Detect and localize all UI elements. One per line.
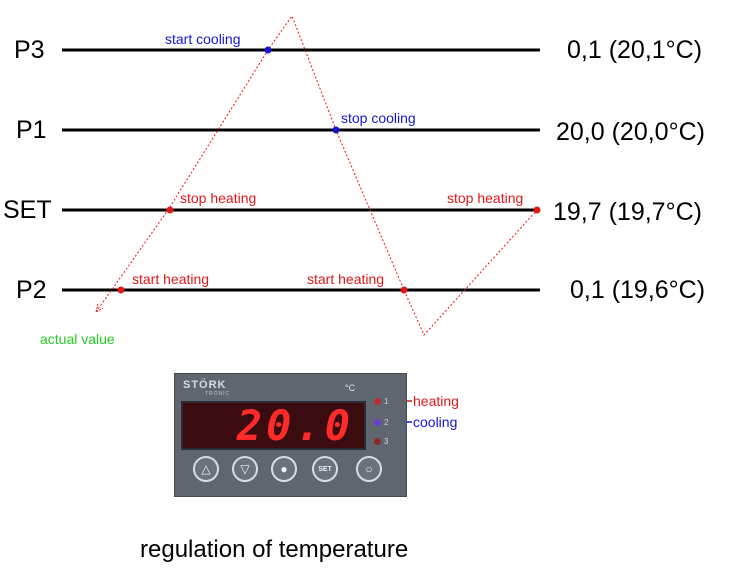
row-value-p2: 0,1 (19,6°C) [570,276,706,304]
actual-value-arrow [95,303,104,314]
label-start-heating-left: start heating [132,271,210,287]
row-name-p3: P3 [14,36,45,64]
actual-value-curve [95,14,538,336]
label-actual-value: actual value [40,331,115,347]
row-name-set: SET [3,196,52,224]
label-stop-heating-right: stop heating [447,190,524,206]
point-start-heating-right [400,286,408,294]
device-unit: °C [345,383,356,393]
temperature-controller: STÖRK TRONIC °C 20.0 1 2 3 △ ▽ ● SET ○ [174,373,407,497]
up-button[interactable]: △ [193,456,219,482]
point-stop-heating-right [533,206,541,214]
device-brand-sub: TRONIC [205,391,231,397]
power-button[interactable]: ○ [356,456,382,482]
point-start-heating-left [117,286,125,294]
led-number-2: 2 [384,418,389,427]
row-value-p1: 20,0 (20,0°C) [556,118,705,146]
point-stop-cooling [332,126,340,134]
down-button[interactable]: ▽ [232,456,258,482]
device-display: 20.0 [181,401,366,450]
point-stop-heating-left [166,206,174,214]
diagram-caption: regulation of temperature [140,536,409,563]
label-cooling-led: cooling [413,414,458,430]
label-start-cooling: start cooling [165,31,241,47]
label-start-heating-right: start heating [307,271,385,287]
label-heating-led: heating [413,393,459,409]
led-cooling [374,419,381,426]
point-start-cooling [264,46,272,54]
row-value-p3: 0,1 (20,1°C) [567,36,703,64]
device-readout: 20.0 [236,401,354,450]
center-button[interactable]: ● [271,456,297,482]
row-value-set: 19,7 (19,7°C) [553,198,702,226]
device-brand: STÖRK [183,379,227,391]
led-3 [374,438,381,445]
set-button[interactable]: SET [312,456,338,482]
label-stop-heating-left: stop heating [180,190,257,206]
row-name-p2: P2 [16,276,47,304]
led-number-1: 1 [384,397,389,406]
label-stop-cooling: stop cooling [341,110,416,126]
led-heating [374,398,381,405]
row-name-p1: P1 [16,116,47,144]
led-number-3: 3 [384,437,389,446]
